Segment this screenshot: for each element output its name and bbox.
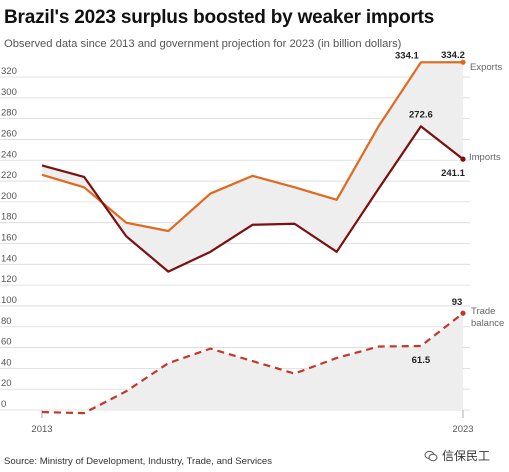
y-tick-label: 120	[1, 274, 17, 285]
y-tick-label: 280	[1, 108, 17, 119]
y-tick-label: 40	[1, 357, 12, 368]
exports-end-point	[460, 59, 466, 65]
y-tick-label: 160	[1, 233, 17, 244]
imports-line	[41, 125, 464, 273]
trade-balance-end-point	[460, 310, 466, 316]
trade-balance-line	[41, 312, 464, 415]
y-tick-label: 220	[1, 170, 17, 181]
data-label: 334.1	[395, 50, 419, 61]
imports-end-point	[460, 156, 466, 162]
label-layer: 334.1 334.2 272.6 241.1 61.5 93 Exports Imports…	[395, 50, 504, 366]
data-label: 241.1	[441, 168, 465, 179]
data-label: 272.6	[409, 109, 433, 120]
y-tick-label: 20	[1, 378, 12, 389]
y-tick-label: 260	[1, 128, 17, 139]
chat-bubble-icon	[424, 450, 438, 461]
trade-balance-series-label: balance	[471, 318, 504, 329]
y-tick-label: 140	[1, 253, 17, 264]
source-note: Source: Ministry of Development, Industr…	[4, 456, 273, 467]
watermark: 信保民工	[424, 447, 490, 464]
watermark-text: 信保民工	[442, 449, 491, 463]
y-tick-label: 60	[1, 337, 12, 348]
trade-balance-series-label: Trade	[471, 306, 495, 317]
y-tick-label: 80	[1, 316, 12, 327]
data-label: 61.5	[412, 355, 431, 366]
data-label: 93	[452, 297, 463, 308]
data-label: 334.2	[441, 50, 465, 61]
line-layer	[41, 59, 466, 415]
y-tick-label: 300	[1, 87, 17, 98]
y-tick-label: 240	[1, 149, 17, 160]
y-tick-label: 200	[1, 191, 17, 202]
chart-title: Brazil's 2023 surplus boosted by weaker …	[4, 7, 435, 28]
y-tick-label: 100	[1, 295, 17, 306]
exports-series-label: Exports	[470, 62, 502, 73]
y-tick-label: 0	[1, 399, 6, 410]
chart-subtitle: Observed data since 2013 and government …	[4, 38, 402, 50]
y-tick-label: 180	[1, 212, 17, 223]
imports-series-label: Imports	[469, 152, 501, 163]
x-tick-label: 2013	[31, 424, 52, 435]
x-tick-label: 2023	[452, 424, 473, 435]
y-tick-label: 320	[1, 66, 17, 77]
exports-line	[41, 61, 464, 233]
fill-layer	[42, 62, 463, 410]
